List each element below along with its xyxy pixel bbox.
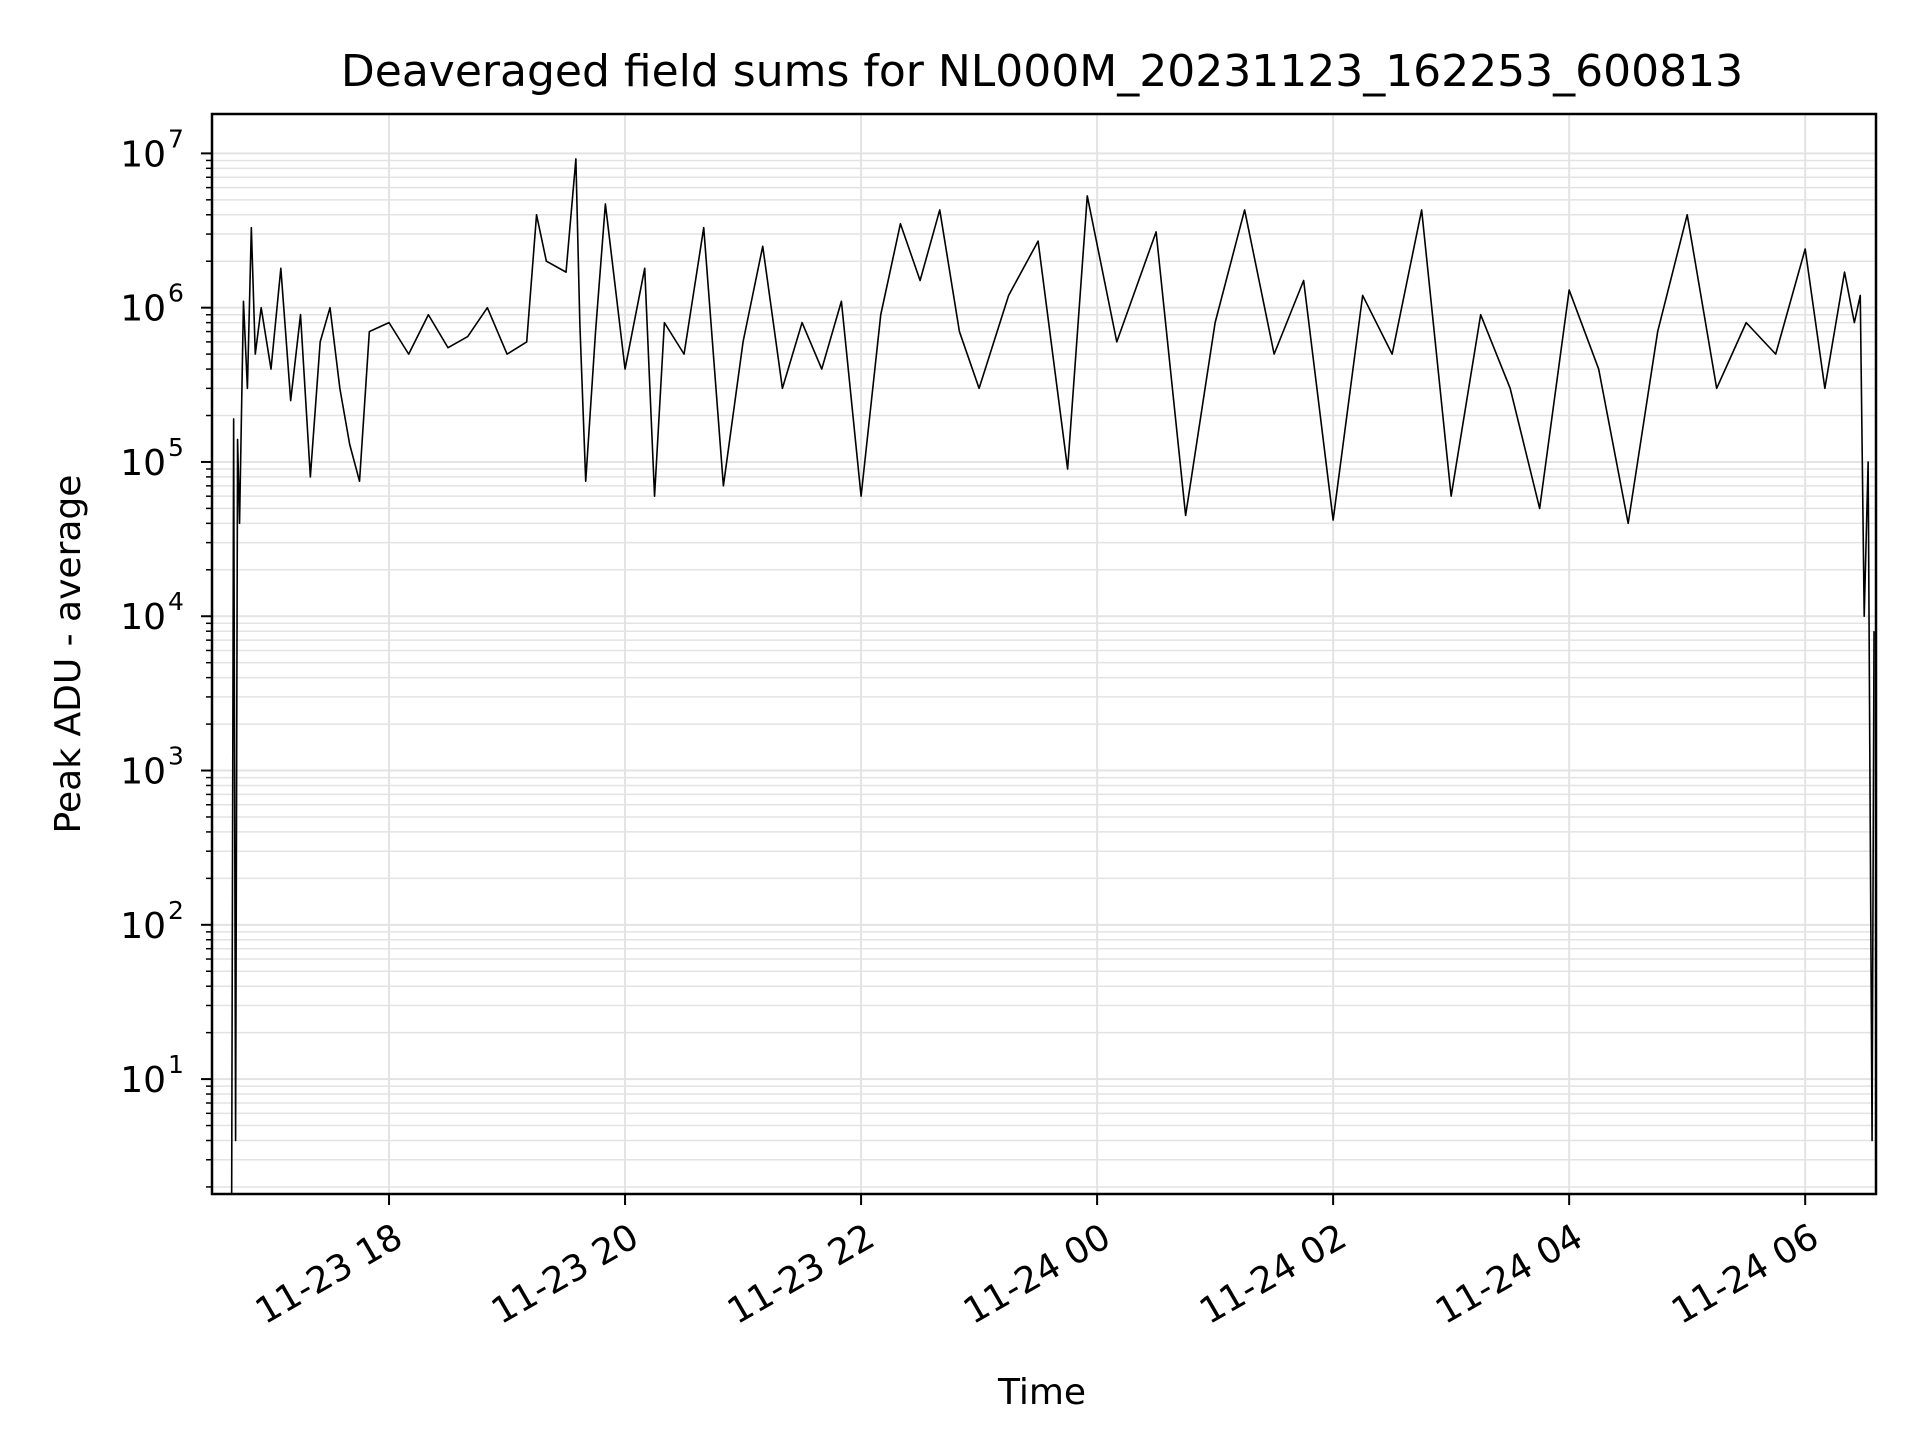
y-tick-label: 10 xyxy=(120,752,166,793)
y-tick-base: 10 xyxy=(120,906,166,947)
y-tick-label: 10 xyxy=(120,443,166,484)
series xyxy=(230,158,1875,1195)
plot-area-frame xyxy=(210,112,1878,1196)
chart-title: Deaveraged field sums for NL000M_2023112… xyxy=(341,46,1743,97)
x-tick-label: 11-23 20 xyxy=(485,1216,646,1332)
y-tick-exponent: 3 xyxy=(168,742,184,771)
y-tick-exponent: 4 xyxy=(168,587,184,616)
y-tick-base: 10 xyxy=(120,443,166,484)
x-tick-label: 11-24 02 xyxy=(1193,1216,1354,1332)
grid xyxy=(212,114,1876,1194)
y-tick-label: 10 xyxy=(120,289,166,330)
x-tick-label: 11-23 22 xyxy=(721,1216,882,1332)
y-tick-exponent: 6 xyxy=(168,279,184,308)
y-tick-base: 10 xyxy=(120,597,166,638)
x-axis-ticks: 11-23 18 11-23 20 11-23 22 11-24 00 11-24 02… xyxy=(249,1194,1826,1333)
series-line xyxy=(230,158,1875,1195)
y-tick-exponent: 5 xyxy=(168,433,184,462)
y-tick-base: 10 xyxy=(120,752,166,793)
x-tick-label: 11-24 06 xyxy=(1665,1216,1826,1332)
x-tick-label: 11-24 00 xyxy=(957,1216,1118,1332)
y-tick-label: 10 xyxy=(120,134,166,175)
y-tick-exponent: 1 xyxy=(168,1050,184,1079)
x-axis-label: Time xyxy=(997,1372,1086,1413)
x-tick-label: 11-23 18 xyxy=(249,1216,410,1332)
y-tick-label: 10 xyxy=(120,597,166,638)
y-tick-base: 10 xyxy=(120,1060,166,1101)
y-tick-exponent: 2 xyxy=(168,896,184,925)
y-tick-exponent: 7 xyxy=(168,124,184,153)
y-tick-base: 10 xyxy=(120,134,166,175)
x-tick-label: 11-24 04 xyxy=(1429,1216,1590,1332)
y-tick-label: 10 xyxy=(120,1060,166,1101)
y-axis-label: Peak ADU - average xyxy=(48,475,89,834)
y-tick-label: 10 xyxy=(120,906,166,947)
y-tick-base: 10 xyxy=(120,289,166,330)
